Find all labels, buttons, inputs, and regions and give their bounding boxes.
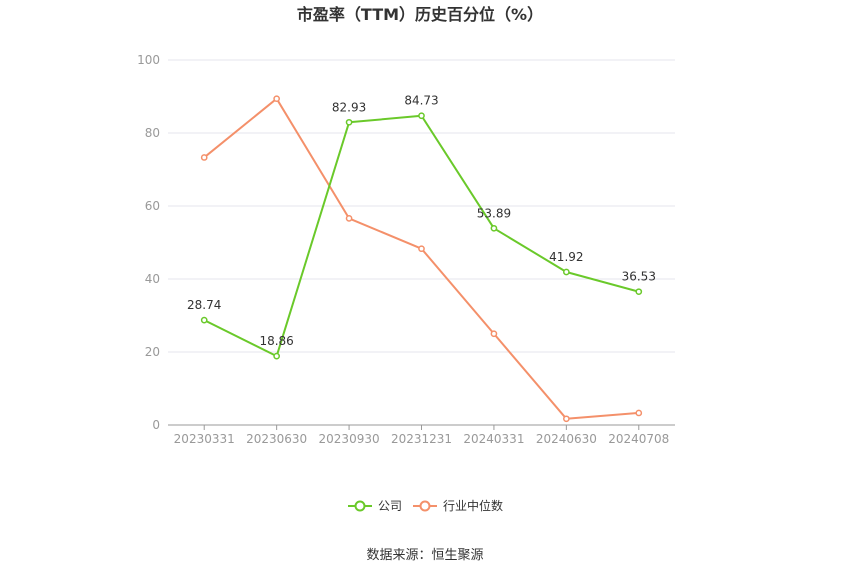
x-tick-label: 20240331 [463,432,524,446]
data-point [635,288,643,296]
data-label: 41.92 [549,250,583,264]
data-point [490,330,498,338]
series-line [203,114,640,358]
data-point [273,352,280,360]
x-tick-label: 20230630 [246,432,307,446]
y-tick-label: 100 [137,53,160,67]
data-point [635,409,643,417]
data-label: 28.74 [187,298,221,312]
legend[interactable]: 公司 行业中位数 [348,498,503,513]
legend-marker [354,500,366,512]
source-note: 数据来源：恒生聚源 [366,548,483,563]
data-point [418,112,425,120]
data-label: 53.89 [477,206,511,220]
x-axis: 20230331 20230630 20230930 20231231 20240331… [168,424,675,446]
series-group: 28.74 18.86 82.93 84.73 53.89 41.92 36.53 [187,94,656,423]
legend-item-1[interactable]: 行业中位数 [413,498,503,513]
y-tick-label: 60 [145,199,160,213]
y-tick-label: 0 [152,418,160,432]
y-tick-label: 20 [145,345,160,359]
x-tick-label: 20240630 [536,432,597,446]
legend-label: 行业中位数 [443,498,503,513]
x-tick-label: 20240708 [608,432,669,446]
y-axis-ticks: 0 20 40 60 80 100 [137,53,160,432]
data-point [273,95,280,103]
data-point [563,415,570,423]
data-point [490,224,498,232]
legend-label: 公司 [378,499,402,513]
data-point [345,118,353,126]
data-label: 36.53 [622,270,656,284]
data-point [418,245,425,253]
data-label: 82.93 [332,100,366,114]
series-1 [200,95,643,423]
x-tick-label: 20231231 [391,432,452,446]
data-point [200,316,208,324]
data-label: 18.86 [259,334,293,348]
legend-marker [419,500,431,512]
data-point [345,215,353,222]
chart-title: 市盈率（TTM）历史百分位（%） [297,5,543,24]
x-tick-label: 20230930 [319,432,380,446]
y-tick-label: 80 [145,126,160,140]
x-tick-label: 20230331 [174,432,235,446]
y-tick-label: 40 [145,272,160,286]
data-point [200,154,208,161]
legend-item-0[interactable]: 公司 [348,499,402,513]
data-point [563,268,570,276]
data-label: 84.73 [404,94,438,108]
series-0: 28.74 18.86 82.93 84.73 53.89 41.92 36.53 [187,94,656,360]
